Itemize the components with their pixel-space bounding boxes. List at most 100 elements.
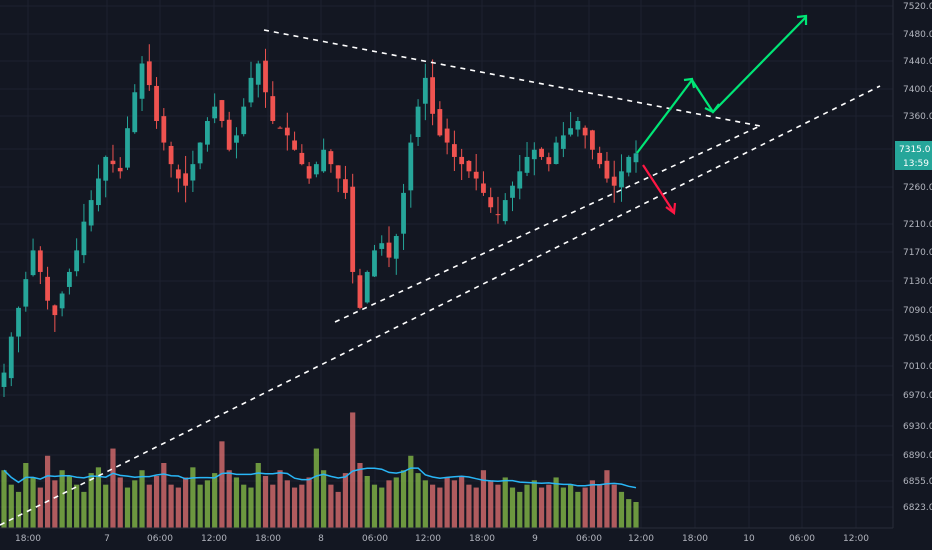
volume-bar: [270, 484, 276, 528]
time-tick-label: 12:00: [843, 534, 869, 544]
candle-body: [597, 152, 603, 165]
time-tick-label: 18:00: [469, 534, 495, 544]
price-tick-label: 6823.0: [903, 503, 932, 513]
volume-bar: [313, 448, 319, 528]
volume-bar: [175, 487, 181, 528]
volume-bar: [233, 477, 240, 528]
volume-bar: [110, 448, 116, 528]
price-tick-label: 7260.0: [903, 183, 932, 193]
volume-bar: [299, 484, 305, 528]
volume-bar: [546, 484, 552, 528]
bearish-arrowhead: [665, 202, 677, 216]
volume-bar: [117, 477, 123, 528]
volume-bar: [379, 487, 385, 528]
price-tick-label: 7440.0: [903, 57, 932, 67]
volume-ma-line: [3, 467, 637, 489]
candle-body: [553, 142, 559, 164]
volume-bar: [197, 484, 203, 528]
volume-bar: [531, 480, 537, 528]
up-arrowhead-2: [796, 14, 808, 25]
volume-bar: [66, 476, 72, 528]
volume-bar: [103, 484, 109, 528]
candle-body: [103, 156, 109, 181]
projection-arrows: [636, 14, 808, 216]
last-price-label: 7315.0 13:59: [895, 141, 932, 170]
down-arrowhead: [704, 103, 720, 114]
time-axis[interactable]: 18:00 7 06:00 12:00 18:00 8 06:00 12:00 18:00 9 06…: [0, 527, 893, 544]
price-tick-label: 7210.0: [903, 220, 932, 230]
last-price-value: 7315.0: [899, 145, 931, 155]
candle-body: [212, 106, 218, 119]
candle-body: [335, 165, 341, 179]
candle-body: [16, 307, 21, 337]
volume-bar: [1, 470, 7, 528]
candle-body: [372, 250, 377, 277]
time-tick-label: 18:00: [682, 534, 708, 544]
candle-body: [146, 61, 152, 86]
price-tick-label: 6970.0: [903, 391, 932, 401]
volume-bar: [190, 467, 196, 528]
volume-bar: [400, 470, 407, 528]
candle-body: [582, 127, 588, 136]
volume-bar: [488, 480, 494, 528]
volume-bar: [139, 470, 145, 528]
candle-body: [495, 214, 501, 216]
candle-body: [88, 200, 94, 226]
candle-body: [248, 77, 254, 103]
candle-body: [132, 92, 138, 133]
candle-body: [575, 121, 581, 130]
time-tick-label: 06:00: [362, 534, 388, 544]
candle-body: [59, 293, 65, 309]
candle-body: [350, 186, 356, 272]
candle-body: [619, 171, 624, 188]
candle-body: [226, 119, 232, 150]
volume-bar: [321, 470, 327, 528]
price-axis[interactable]: 7520.0 7480.0 7440.0 7400.0 7360.0 7260.0 7210…: [892, 0, 932, 528]
volume-bar: [146, 484, 152, 528]
candles: [1, 44, 639, 398]
volume-bar: [451, 480, 457, 528]
candle-body: [292, 140, 297, 150]
price-tick-label: 7010.0: [903, 362, 932, 372]
volume-bar: [59, 470, 65, 528]
volume-bar: [575, 491, 581, 528]
candle-body: [539, 148, 544, 157]
candle-body: [270, 96, 276, 122]
volume-bar: [124, 487, 131, 528]
bearish-projection-arrow: [642, 164, 674, 212]
volume-bar: [495, 484, 501, 528]
candle-body: [386, 242, 392, 258]
volume-bar: [633, 502, 639, 528]
volume-bar: [212, 473, 218, 528]
candle-body: [52, 305, 58, 316]
grid: [0, 0, 893, 528]
candle-body: [125, 128, 130, 168]
bullish-projection-arrow: [636, 16, 807, 154]
volume-bar: [132, 480, 138, 528]
candle-body: [175, 169, 181, 179]
volume-bar: [408, 455, 414, 528]
candle-body: [205, 121, 210, 145]
volume-bar: [393, 477, 399, 528]
price-tick-label: 7360.0: [903, 112, 932, 122]
volume-bar: [168, 484, 174, 528]
volume-bar: [81, 491, 87, 528]
candle-body: [277, 127, 283, 129]
lower-trendline: [334, 125, 761, 323]
price-tick-label: 7520.0: [903, 2, 932, 12]
candle-body: [531, 149, 537, 160]
volume-bar: [444, 477, 450, 528]
candle-body: [401, 192, 406, 234]
candle-body: [568, 128, 574, 135]
candle-body: [96, 178, 101, 206]
candle-body: [161, 116, 167, 143]
candle-body: [37, 250, 43, 272]
candle-countdown: 13:59: [903, 159, 929, 169]
price-tick-label: 7050.0: [903, 334, 932, 344]
candle-body: [241, 106, 247, 135]
candle-body: [626, 156, 632, 173]
candle-body: [168, 145, 174, 165]
time-tick-label: 9: [532, 534, 538, 544]
candle-body: [45, 276, 50, 301]
